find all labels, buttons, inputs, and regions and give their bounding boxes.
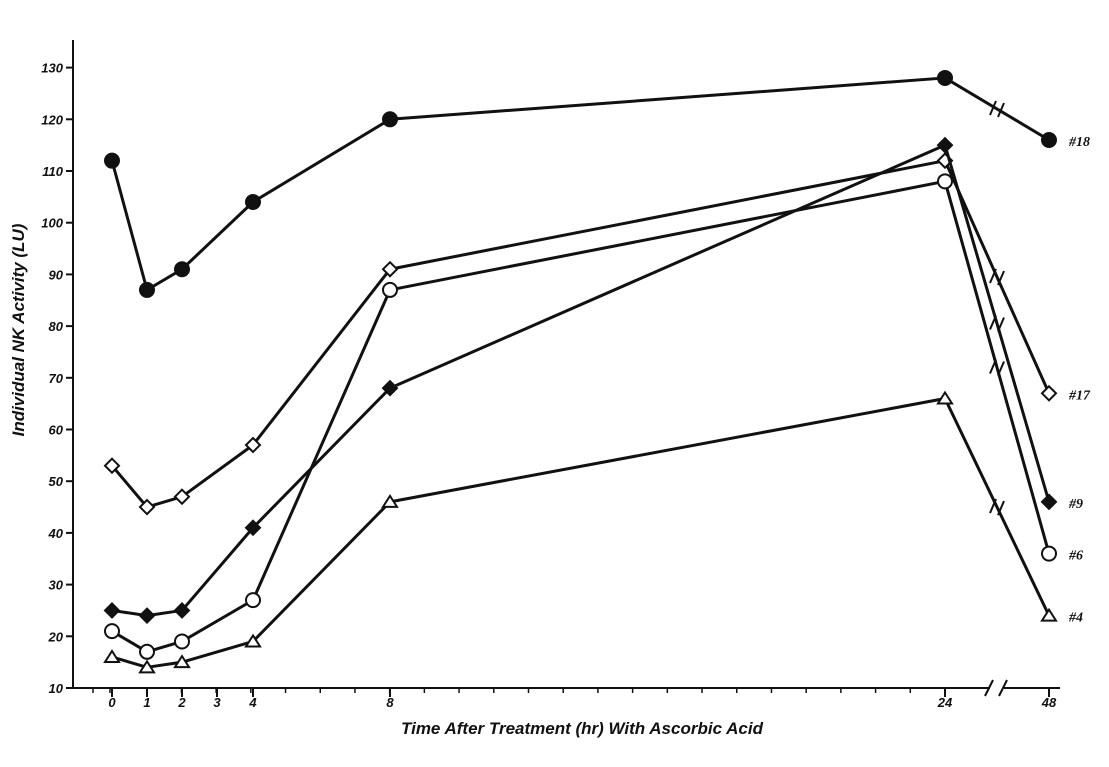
- point-marker: [173, 602, 191, 619]
- series-id-6: #6: [104, 173, 1083, 660]
- x-tick-label: 8: [386, 695, 394, 710]
- y-tick-label: 120: [41, 112, 63, 127]
- point-marker: [139, 281, 155, 298]
- x-tick-label: 0: [108, 695, 116, 710]
- x-ticks: 0 1 2 3 4 8 24 48: [92, 688, 1057, 710]
- y-tick-label: 10: [49, 681, 64, 696]
- point-marker: [104, 623, 120, 640]
- point-marker: [104, 152, 120, 169]
- point-marker: [1040, 607, 1058, 622]
- line-break-mark: [989, 498, 1005, 516]
- axes: [72, 40, 1060, 697]
- series-id-4: #4: [103, 390, 1083, 674]
- point-marker: [174, 633, 190, 650]
- y-tick-label: 70: [49, 371, 64, 386]
- point-marker: [1041, 131, 1057, 148]
- series-line: [111, 179, 1051, 654]
- line-break-mark: [989, 359, 1005, 376]
- point-marker: [382, 281, 398, 298]
- point-marker: [173, 488, 191, 506]
- series-label: #17: [1068, 388, 1091, 403]
- point-marker: [244, 519, 262, 537]
- x-axis-title: Time After Treatment (hr) With Ascorbic …: [401, 719, 764, 738]
- point-marker: [103, 457, 121, 475]
- y-tick-label: 60: [49, 423, 64, 438]
- point-marker: [103, 602, 121, 619]
- series-label: #9: [1068, 497, 1083, 512]
- y-tick-label: 100: [41, 216, 63, 231]
- x-tick-label: 24: [937, 695, 953, 710]
- x-tick-label: 1: [143, 695, 150, 710]
- point-marker: [1041, 545, 1057, 562]
- y-tick-label: 130: [41, 61, 63, 76]
- y-tick-label: 80: [49, 319, 64, 334]
- point-marker: [174, 261, 190, 278]
- point-marker: [381, 494, 399, 508]
- line-break-mark: [989, 100, 1005, 118]
- y-tick-label: 20: [48, 629, 64, 644]
- point-marker: [244, 633, 262, 648]
- point-marker: [937, 69, 953, 86]
- point-marker: [381, 379, 399, 397]
- y-ticks: 10 20 30 40 50 60 70 80 90 100 110 120 130: [41, 61, 73, 696]
- x-tick-label: 48: [1041, 695, 1057, 710]
- series-label: #6: [1068, 549, 1083, 564]
- y-axis-title: Individual NK Activity (LU): [9, 223, 28, 436]
- series-line: [110, 76, 1050, 292]
- x-tick-label: 3: [213, 695, 221, 710]
- line-break-mark: [989, 268, 1005, 286]
- point-marker: [138, 659, 156, 674]
- point-marker: [1040, 384, 1058, 402]
- point-marker: [173, 654, 191, 669]
- point-marker: [138, 607, 156, 625]
- series-line: [111, 143, 1051, 618]
- series-id-9: #9: [103, 136, 1083, 625]
- series-id-17: #17: [103, 152, 1091, 516]
- point-marker: [245, 194, 261, 211]
- line-break-mark: [989, 315, 1005, 332]
- point-marker: [244, 436, 262, 454]
- y-tick-label: 30: [49, 578, 64, 593]
- y-tick-label: 110: [42, 164, 63, 179]
- series-label: #18: [1068, 135, 1090, 150]
- x-tick-label: 2: [177, 695, 186, 710]
- point-marker: [381, 260, 399, 278]
- point-marker: [936, 390, 954, 405]
- point-marker: [936, 136, 954, 154]
- x-tick-label: 4: [248, 695, 257, 710]
- point-marker: [139, 643, 155, 660]
- y-tick-label: 50: [49, 474, 64, 489]
- series-label: #4: [1068, 611, 1083, 626]
- point-marker: [1040, 493, 1058, 511]
- series-layer: #18 #17 #9 #6 #4: [103, 69, 1091, 674]
- x-axis-break-mark: [984, 679, 1008, 697]
- point-marker: [103, 649, 121, 663]
- point-marker: [382, 111, 398, 128]
- series-id-18: #18: [104, 69, 1090, 298]
- series-line: [110, 159, 1051, 509]
- y-tick-label: 90: [49, 267, 64, 282]
- point-marker: [937, 173, 953, 190]
- y-tick-label: 40: [48, 526, 64, 541]
- point-marker: [138, 498, 156, 516]
- point-marker: [245, 592, 261, 609]
